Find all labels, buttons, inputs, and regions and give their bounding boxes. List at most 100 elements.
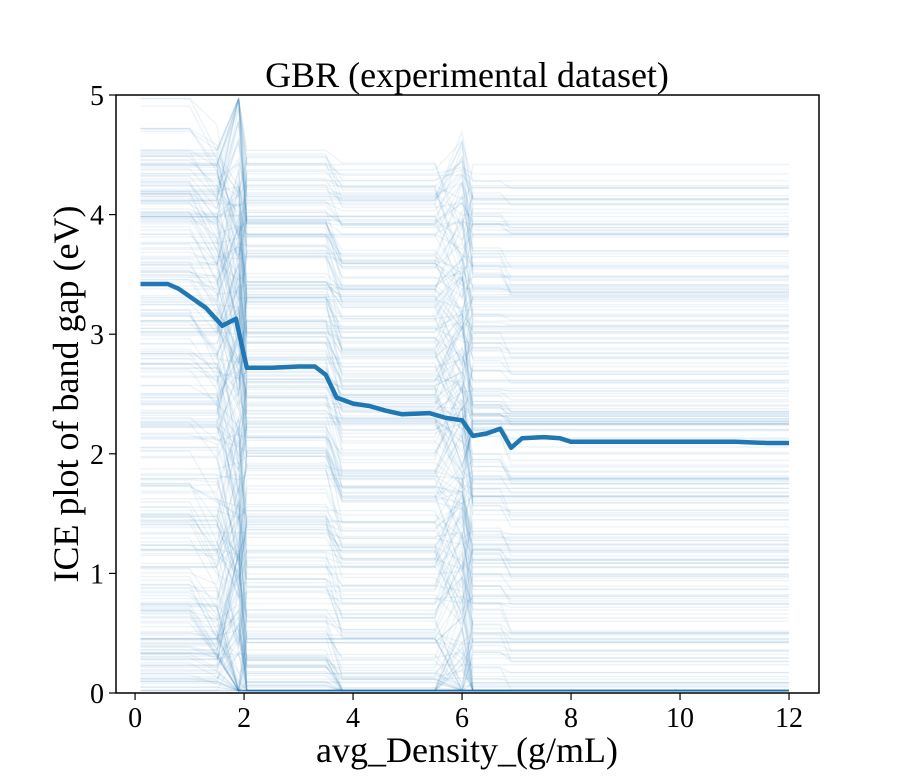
ice-curve — [140, 358, 789, 493]
ice-curve — [140, 496, 789, 559]
ice-curve — [140, 159, 789, 360]
ice-curve — [140, 158, 789, 315]
ice-curve — [140, 630, 789, 692]
ice-curve — [140, 371, 789, 481]
ice-curve — [140, 98, 789, 268]
ice-curve — [140, 426, 789, 561]
ice-curve — [140, 432, 789, 547]
ice-curve — [140, 324, 789, 413]
ice-curve — [140, 179, 789, 328]
ice-curve — [140, 638, 789, 692]
ice-curve — [140, 474, 789, 634]
ice-curve — [140, 192, 789, 334]
ice-curve — [140, 95, 789, 295]
ice-curve — [140, 368, 789, 553]
ice-curve — [140, 680, 789, 692]
ice-curve — [140, 271, 789, 394]
ice-curve — [140, 239, 789, 340]
ice-curve — [140, 352, 789, 532]
ice-curve — [140, 278, 789, 412]
ice-curve — [140, 267, 789, 369]
ice-curve — [140, 274, 789, 461]
ice-curve — [140, 623, 789, 692]
ice-curve — [140, 360, 789, 521]
ice-curve — [140, 565, 789, 659]
ice-curve — [140, 498, 789, 579]
ice-curve — [140, 349, 789, 434]
ice-curve — [140, 506, 789, 615]
ice-curve — [140, 652, 789, 693]
ice-curve — [140, 589, 789, 684]
ice-curve — [140, 606, 789, 692]
ice-curve — [140, 98, 789, 227]
ice-curve — [140, 183, 789, 351]
ice-curve — [140, 686, 789, 692]
ice-curve — [140, 354, 789, 430]
ice-curve — [140, 437, 789, 516]
ice-curve — [140, 548, 789, 692]
plot-frame — [115, 94, 820, 694]
ice-curve — [140, 270, 789, 504]
ice-curve — [140, 97, 789, 271]
ice-curve — [140, 141, 789, 297]
ice-curve — [140, 261, 789, 470]
ice-curve — [140, 372, 789, 474]
ice-curve — [140, 422, 789, 565]
ice-curve — [140, 255, 789, 270]
ice-curve — [140, 326, 789, 444]
ice-curve — [140, 332, 789, 542]
ice-curve — [140, 327, 789, 365]
ice-curve — [140, 548, 789, 608]
ice-curve — [140, 262, 789, 358]
ice-curve — [140, 243, 789, 395]
ice-curve — [140, 362, 789, 439]
ice-curve — [140, 367, 789, 431]
ice-curve — [140, 449, 789, 566]
ice-curve — [140, 632, 789, 692]
ice-curve — [140, 139, 789, 259]
ice-curve — [140, 425, 789, 626]
ice-curve — [140, 638, 789, 693]
ice-curve — [140, 105, 789, 238]
ice-curve — [140, 193, 789, 312]
ice-curve — [140, 251, 789, 332]
ice-curve — [140, 203, 789, 329]
ice-curve — [140, 637, 789, 680]
ice-curve — [140, 563, 789, 692]
ice-curve — [140, 181, 789, 318]
ice-curve — [140, 129, 789, 300]
ice-curve — [140, 186, 789, 372]
ice-curve — [140, 529, 789, 591]
ice-curve — [140, 579, 789, 691]
ice-curve — [140, 241, 789, 355]
ice-curve — [140, 652, 789, 692]
ice-curve — [140, 492, 789, 583]
ice-curve — [140, 553, 789, 692]
ice-curve — [140, 473, 789, 611]
ice-curve — [140, 185, 789, 263]
ice-curve — [140, 461, 789, 612]
ice-curve — [140, 122, 789, 331]
ice-curve — [140, 603, 789, 692]
ice-curve — [140, 238, 789, 410]
ice-curve — [140, 584, 789, 693]
ice-curve — [140, 162, 789, 368]
ice-curve — [140, 482, 789, 649]
ice-curve — [140, 156, 789, 229]
ice-curve — [140, 190, 789, 319]
ice-curve — [140, 262, 789, 373]
ice-curve — [140, 553, 789, 644]
y-axis-label: ICE plot of band gap (eV) — [46, 206, 86, 583]
ice-curve — [140, 521, 789, 604]
ice-curve — [140, 603, 789, 692]
ice-curve — [140, 95, 789, 231]
ice-curve — [140, 424, 789, 528]
ice-curve — [140, 670, 789, 692]
x-axis-label: avg_Density_(g/mL) — [316, 730, 618, 770]
ice-curve — [140, 164, 789, 282]
ice-curve — [140, 575, 789, 692]
ice-curve — [140, 653, 789, 693]
ice-curve — [140, 226, 789, 321]
ice-curve — [140, 367, 789, 466]
